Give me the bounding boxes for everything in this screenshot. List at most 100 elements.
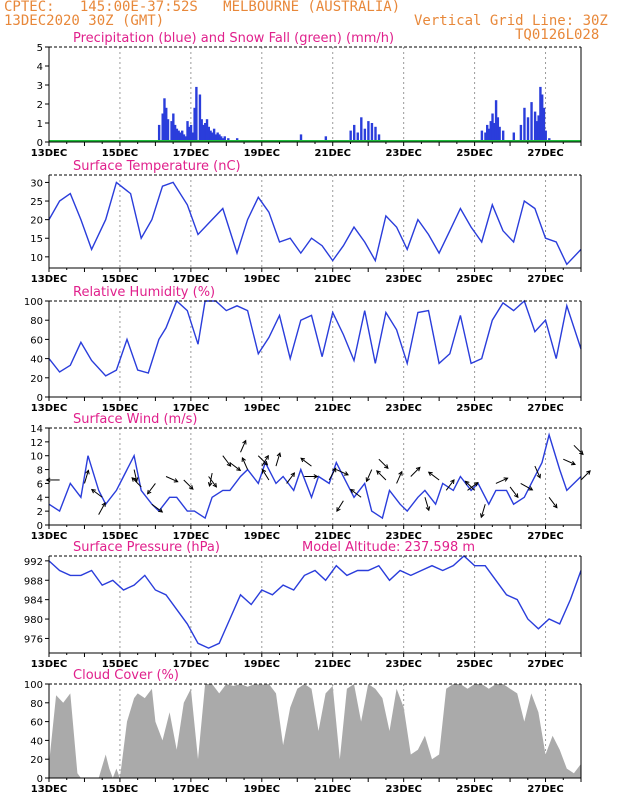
wind-arrow-head-15 (241, 456, 246, 462)
ytick-label-wind-4: 8 (37, 466, 43, 477)
date-label-rh-7: 27DEC (527, 403, 563, 414)
wind-arrow-head-33 (427, 471, 433, 477)
precip-bar-29 (214, 134, 218, 142)
precip-bar-72 (537, 115, 540, 142)
wind-arrow-head-44 (579, 450, 584, 456)
precip-bar-65 (512, 132, 516, 142)
date-label-temp-5: 23DEC (385, 274, 421, 285)
wind-arrow-head-8 (173, 478, 179, 483)
date-label-precip-2: 17DEC (173, 148, 209, 159)
ytick-label-pressure-4: 992 (24, 557, 43, 568)
wind-arrow-head-18 (261, 468, 267, 474)
date-label-wind-6: 25DEC (456, 531, 492, 542)
date-label-precip-1: 15DEC (102, 148, 138, 159)
date-label-rh-6: 25DEC (456, 403, 492, 414)
panel-title-pressure: Surface Pressure (hPa) (73, 540, 220, 555)
wind-arrow-26 (350, 489, 362, 498)
precip-bar-2 (163, 98, 166, 142)
wind-arrow-34 (445, 479, 455, 491)
precip-bar-59 (491, 113, 494, 142)
wind-arrow-head-4 (133, 477, 139, 483)
header-grid-note: Vertical Grid Line: 30Z (414, 13, 608, 29)
date-label-wind-4: 21DEC (315, 531, 351, 542)
precip-bar-68 (526, 117, 530, 142)
panel-title-precip: Precipitation (blue) and Snow Fall (gree… (73, 31, 394, 46)
date-label-temp-1: 15DEC (102, 274, 138, 285)
wind-arrow-head-2 (101, 501, 106, 507)
wind-arrow-38 (495, 477, 508, 484)
date-label-cloud-3: 19DEC (244, 784, 280, 795)
precip-bar-0 (157, 124, 161, 142)
wind-arrow-head-17 (264, 454, 269, 460)
ytick-label-rh-2: 40 (30, 355, 43, 366)
precip-bar-34 (223, 136, 226, 142)
ytick-label-precip-5: 5 (37, 43, 43, 54)
precip-bar-19 (195, 86, 198, 142)
wind-arrow-17 (261, 455, 269, 467)
ytick-label-temp-1: 15 (30, 234, 43, 245)
date-label-rh-0: 13DEC (31, 403, 67, 414)
ytick-label-cloud-2: 40 (30, 736, 43, 747)
date-label-cloud-1: 15DEC (102, 784, 138, 795)
ytick-label-precip-1: 1 (37, 119, 43, 130)
date-label-cloud-0: 13DEC (31, 784, 67, 795)
wind-arrow-head-32 (425, 506, 431, 512)
header-date: 13DEC2020 30Z (GMT) (4, 13, 165, 29)
precip-bar-48 (360, 117, 363, 142)
wind-arrow-14 (240, 440, 247, 453)
wind-arrow-22 (300, 457, 312, 467)
ytick-label-temp-2: 20 (30, 216, 43, 227)
wind-arrow-10 (208, 476, 217, 488)
wind-arrow-head-23 (332, 467, 337, 473)
wind-line (48, 432, 582, 520)
wind-arrow-head-35 (473, 481, 479, 487)
wind-arrow-head-45 (586, 470, 591, 475)
wind-arrow-35 (467, 482, 479, 491)
wind-arrow-4 (133, 469, 138, 482)
precip-bar-75 (542, 107, 546, 142)
precip-bar-66 (519, 124, 523, 142)
precip-bar-8 (175, 128, 179, 142)
wind-arrow-head-37 (480, 513, 485, 519)
wind-arrow-27 (366, 469, 373, 482)
wind-arrow-19 (275, 452, 281, 467)
ytick-label-wind-5: 10 (30, 452, 43, 463)
ytick-label-precip-3: 3 (37, 81, 43, 92)
panel-title-wind: Surface Wind (m/s) (73, 412, 197, 427)
precip-bar-49 (363, 128, 367, 142)
ytick-label-wind-1: 2 (37, 507, 43, 518)
precip-bar-18 (193, 107, 196, 142)
precip-bar-76 (544, 130, 547, 142)
wind-arrow-head-10 (212, 482, 218, 488)
cloud-cover-area (49, 684, 581, 778)
ytick-label-precip-4: 4 (37, 62, 43, 73)
precip-bar-63 (498, 126, 501, 142)
date-label-temp-4: 21DEC (315, 274, 351, 285)
precip-bar-71 (535, 121, 539, 142)
wind-arrow-head-39 (513, 493, 519, 499)
precip-bar-15 (188, 126, 191, 142)
wind-arrow-head-13 (236, 466, 242, 472)
date-label-pressure-0: 13DEC (31, 659, 67, 670)
precip-bar-20 (198, 94, 202, 142)
precip-bar-62 (496, 117, 500, 142)
date-label-wind-3: 19DEC (244, 531, 280, 542)
wind-arrow-head-21 (313, 474, 319, 479)
ytick-label-cloud-4: 80 (30, 699, 43, 710)
wind-arrow-9 (183, 479, 194, 490)
wind-arrow-head-43 (570, 460, 576, 466)
wind-arrow-head-7 (146, 489, 152, 495)
wind-arrow-head-38 (503, 477, 509, 482)
wind-arrow-2 (98, 502, 106, 515)
date-label-temp-2: 17DEC (173, 274, 209, 285)
precip-bar-24 (205, 119, 209, 142)
ytick-label-wind-2: 4 (37, 493, 43, 504)
precip-bar-55 (484, 132, 487, 142)
precip-bar-10 (179, 132, 182, 142)
wind-arrow-43 (563, 458, 576, 465)
wind-arrow-head-22 (300, 457, 306, 463)
date-label-precip-6: 25DEC (456, 148, 492, 159)
precip-bar-69 (530, 102, 533, 142)
wind-arrow-5 (131, 477, 142, 488)
wind-arrow-head-27 (365, 477, 371, 483)
